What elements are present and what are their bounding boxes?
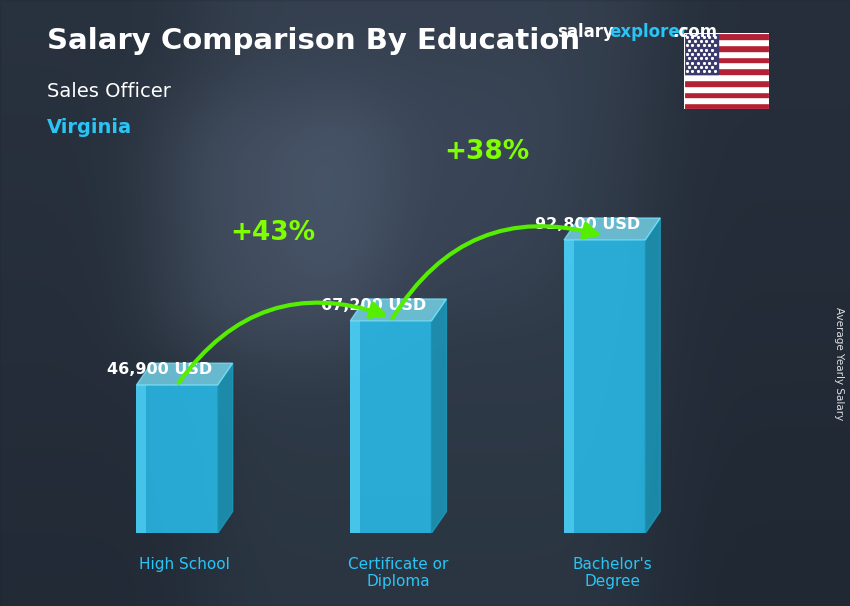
Text: +38%: +38%: [445, 139, 530, 165]
Text: Bachelor's
Degree: Bachelor's Degree: [572, 557, 652, 589]
Text: Salary Comparison By Education: Salary Comparison By Education: [47, 27, 580, 55]
Bar: [684, 80, 769, 86]
Bar: [137, 385, 218, 533]
Bar: [684, 62, 769, 68]
Text: Sales Officer: Sales Officer: [47, 82, 171, 101]
Polygon shape: [218, 363, 233, 533]
Bar: [350, 321, 360, 533]
Text: Average Yearly Salary: Average Yearly Salary: [834, 307, 844, 420]
Text: 67,200 USD: 67,200 USD: [321, 298, 427, 313]
Bar: [684, 92, 769, 98]
Polygon shape: [350, 299, 446, 321]
Bar: [684, 74, 769, 80]
Polygon shape: [564, 218, 660, 240]
Bar: [684, 45, 769, 51]
Text: 92,800 USD: 92,800 USD: [535, 217, 640, 232]
Polygon shape: [432, 299, 446, 533]
Bar: [137, 385, 146, 533]
Bar: [684, 103, 769, 109]
Bar: [684, 33, 769, 39]
Text: Certificate or
Diploma: Certificate or Diploma: [348, 557, 449, 589]
Bar: [684, 33, 718, 74]
Bar: [684, 39, 769, 45]
Bar: [684, 86, 769, 92]
Text: .com: .com: [672, 23, 717, 41]
Polygon shape: [137, 363, 233, 385]
Bar: [684, 56, 769, 62]
Text: High School: High School: [139, 557, 230, 572]
Text: Virginia: Virginia: [47, 118, 132, 137]
Text: explorer: explorer: [609, 23, 688, 41]
Bar: [564, 240, 574, 533]
Bar: [684, 51, 769, 56]
Bar: [684, 98, 769, 103]
Text: 46,900 USD: 46,900 USD: [107, 362, 212, 377]
Text: salary: salary: [557, 23, 614, 41]
Polygon shape: [645, 218, 660, 533]
Bar: [684, 68, 769, 74]
Bar: [564, 240, 645, 533]
Text: +43%: +43%: [230, 220, 316, 246]
Bar: [350, 321, 432, 533]
